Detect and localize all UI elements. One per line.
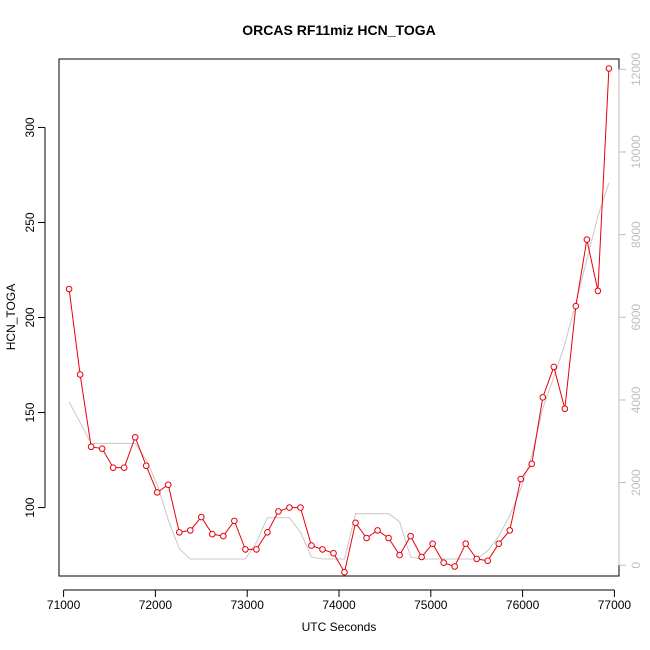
data-point [286, 504, 293, 511]
y-tick-label: 200 [23, 307, 37, 327]
data-point [605, 65, 613, 72]
data-point [484, 557, 492, 565]
y2-tick-label: 4000 [629, 386, 643, 413]
x-tick-label: 73000 [231, 598, 265, 612]
x-tick-label: 77000 [598, 598, 632, 612]
data-point [550, 363, 558, 371]
x-axis: 71000 72000 73000 74000 75000 76000 77000 [47, 589, 632, 612]
data-point [76, 371, 84, 378]
data-point [528, 460, 536, 468]
x-axis-label: UTC Seconds [302, 620, 377, 634]
data-point [253, 546, 260, 553]
data-point [517, 475, 525, 483]
x-tick-label: 75000 [414, 598, 448, 612]
x-tick-label: 74000 [322, 598, 356, 612]
data-point [164, 481, 172, 489]
data-point [451, 563, 458, 570]
data-point [198, 513, 205, 521]
data-point [583, 236, 591, 243]
data-point [495, 540, 503, 547]
data-point [363, 534, 370, 542]
y2-tick-label: 0 [629, 562, 643, 569]
data-point [374, 527, 381, 534]
data-point [65, 285, 73, 293]
data-point [352, 519, 359, 527]
data-point [98, 445, 106, 452]
data-point [440, 559, 447, 566]
data-point [264, 528, 271, 536]
data-point [186, 527, 194, 534]
data-point [209, 530, 216, 538]
x-tick-label: 72000 [139, 598, 173, 612]
plot-frame [58, 58, 620, 577]
x-tick-label: 71000 [47, 598, 81, 612]
data-point [341, 568, 348, 576]
data-point [418, 553, 425, 561]
data-point [175, 528, 183, 536]
y-tick-label: 250 [23, 212, 37, 232]
data-point [330, 549, 337, 557]
data-point [429, 540, 436, 547]
y-tick-label: 100 [23, 497, 37, 517]
series-line-secondary [68, 182, 610, 560]
data-point [594, 287, 602, 295]
data-point [396, 551, 403, 559]
data-point [385, 534, 392, 542]
y-tick-label: 150 [23, 402, 37, 422]
y2-tick-label: 10000 [629, 135, 643, 169]
data-point [572, 302, 580, 310]
y2-tick-label: 6000 [629, 304, 643, 331]
data-point [220, 532, 227, 540]
data-point [308, 542, 315, 549]
data-point [153, 489, 161, 496]
data-point [473, 555, 481, 563]
data-point [120, 464, 128, 471]
data-point [142, 462, 150, 470]
data-point [131, 433, 139, 441]
series-layer [65, 65, 613, 576]
y-axis-label: HCN_TOGA [4, 284, 18, 350]
data-point [231, 517, 238, 525]
x-tick-label: 76000 [506, 598, 540, 612]
data-point [242, 546, 249, 553]
data-point [539, 394, 547, 401]
data-point [462, 540, 469, 547]
y-tick-label: 300 [23, 117, 37, 137]
y2-tick-label: 2000 [629, 469, 643, 496]
data-point [275, 508, 282, 515]
chart-title: ORCAS RF11miz HCN_TOGA [242, 22, 435, 38]
data-point [87, 443, 95, 451]
y2-axis: 0 2000 4000 6000 8000 10000 12000 [618, 52, 643, 569]
data-point [319, 546, 326, 553]
data-point [297, 504, 304, 511]
y-axis: 100 150 200 250 300 [23, 117, 46, 518]
y2-tick-label: 12000 [629, 52, 643, 86]
data-point [109, 464, 117, 471]
data-point [407, 532, 414, 540]
data-point [561, 405, 569, 413]
y2-tick-label: 8000 [629, 221, 643, 248]
series-line-primary [68, 68, 610, 574]
data-point [506, 527, 514, 534]
